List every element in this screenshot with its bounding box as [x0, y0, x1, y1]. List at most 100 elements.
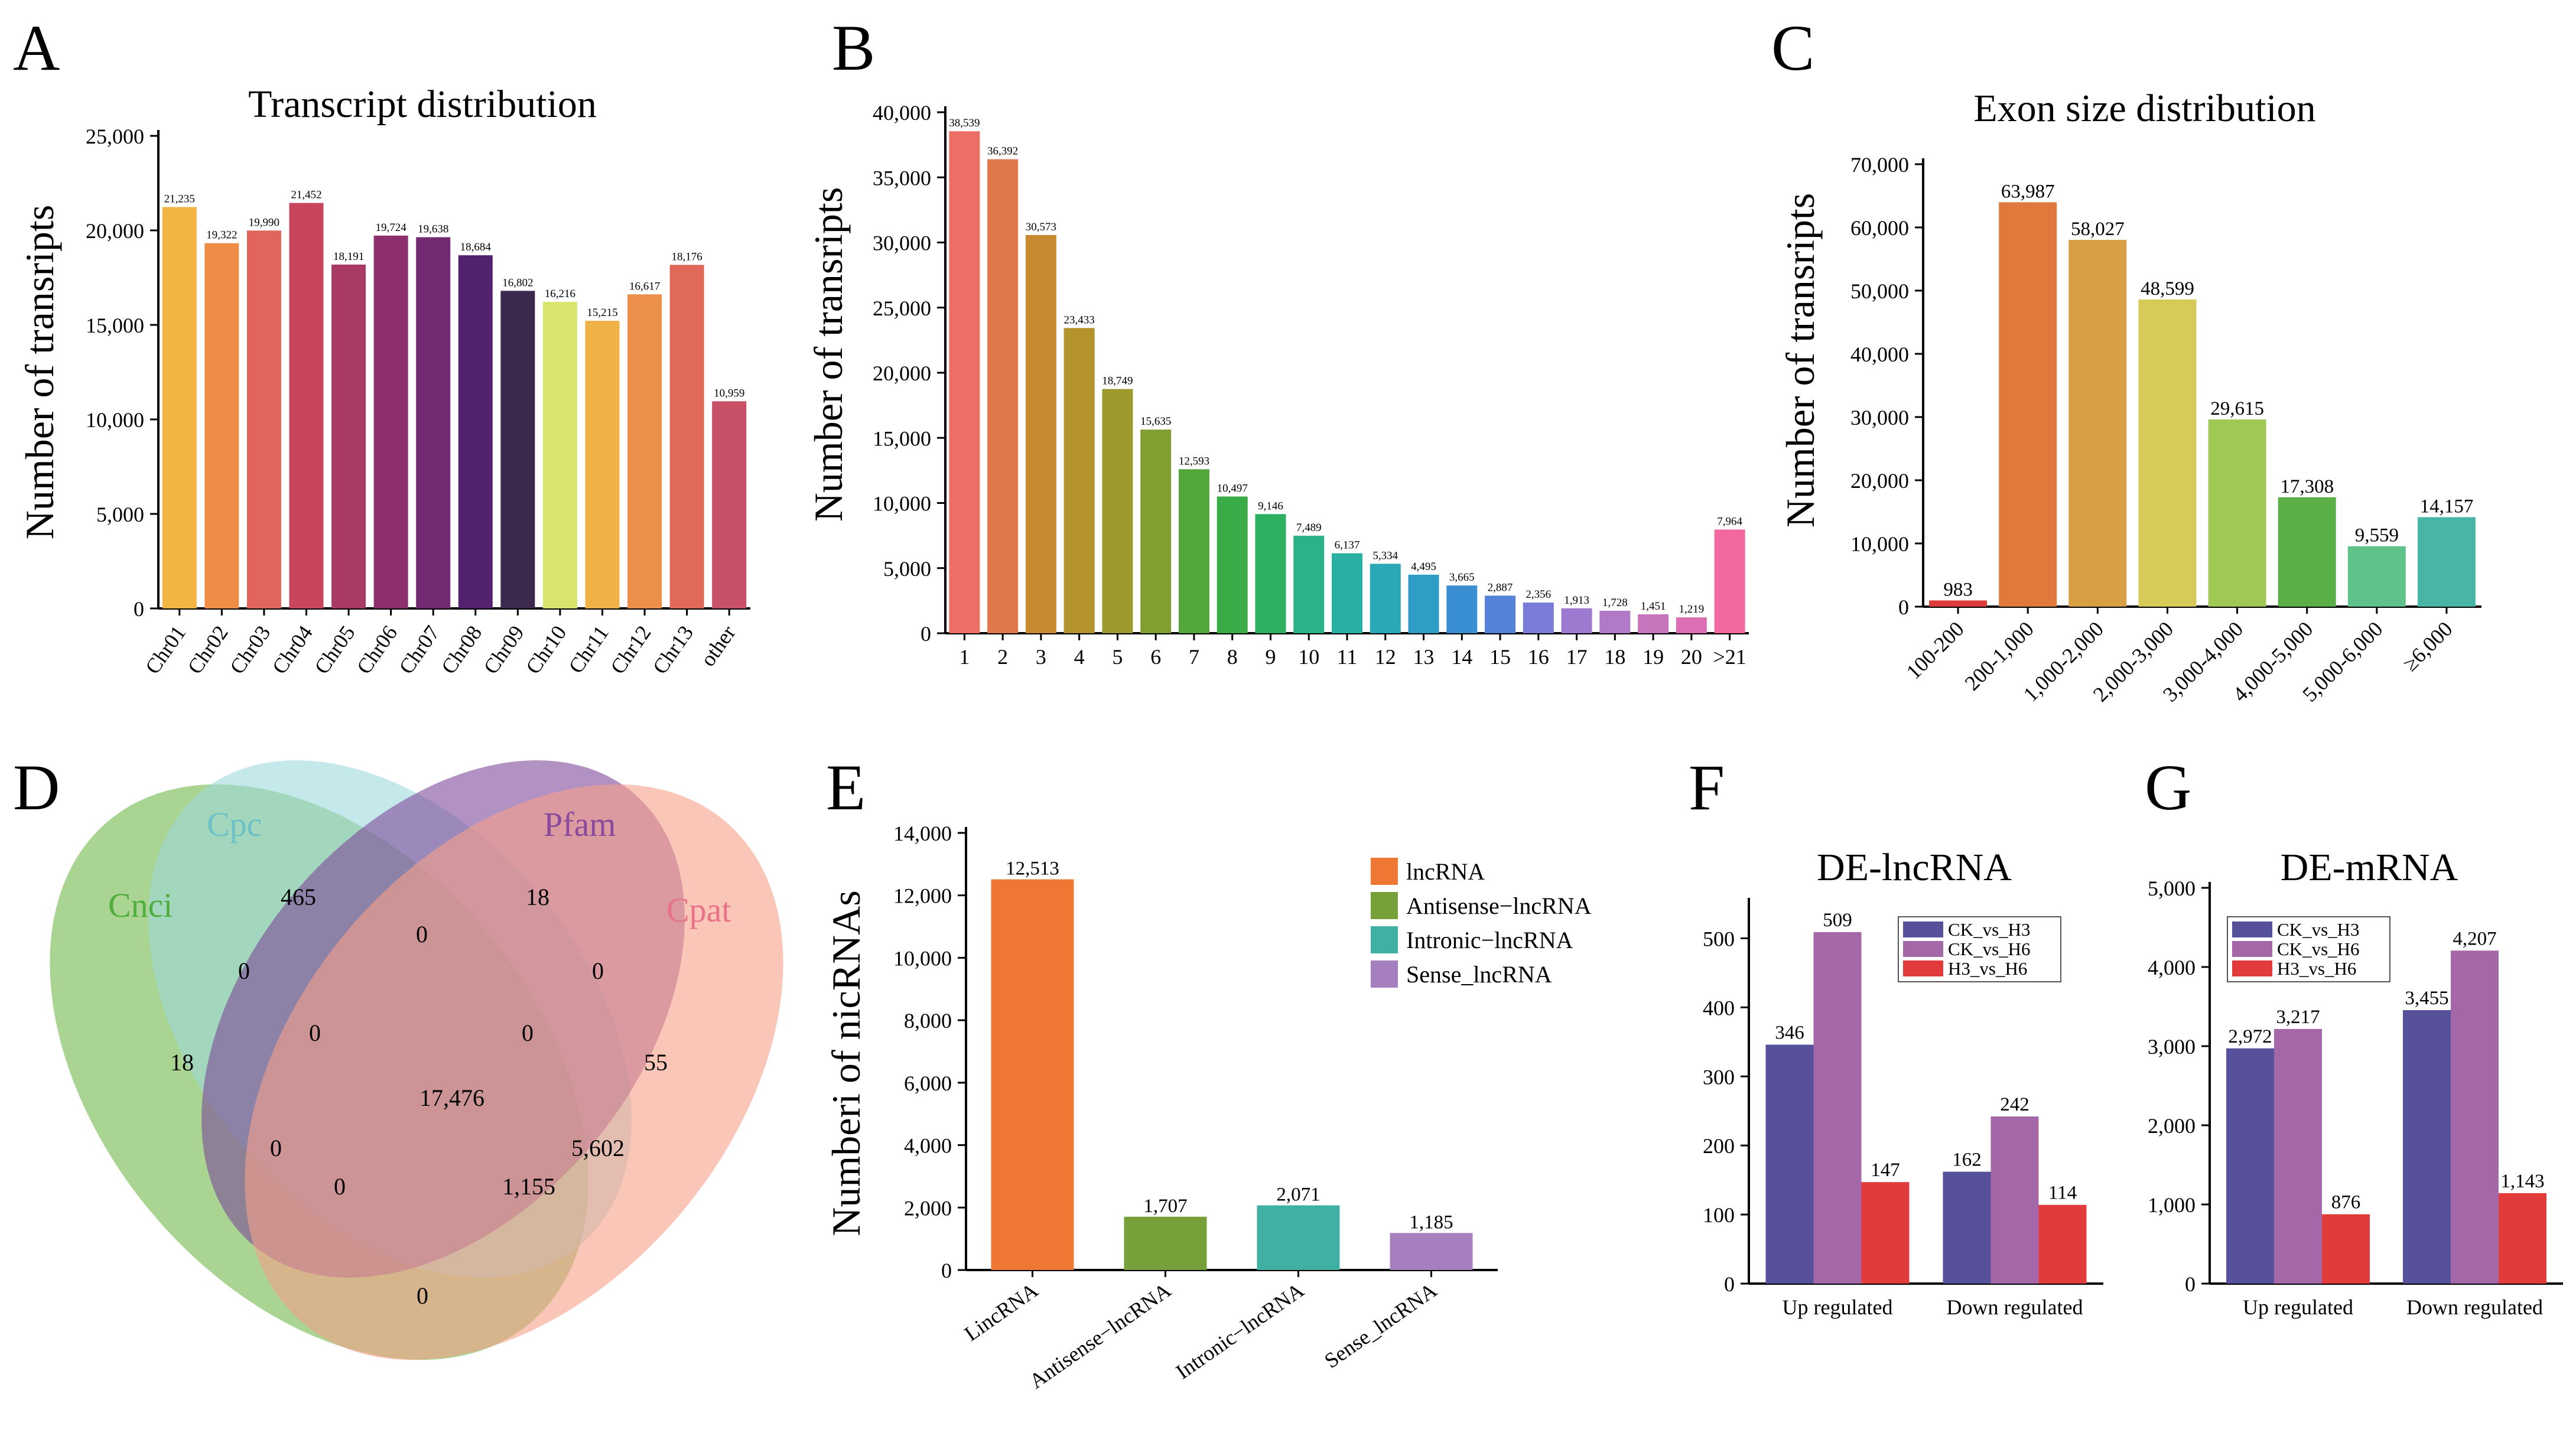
y-tick-label: 12,000 [893, 884, 952, 908]
venn-count: 0 [309, 1020, 321, 1046]
x-tick-label: 19 [1642, 645, 1664, 669]
venn-label-pfam: Pfam [544, 805, 616, 844]
data-label: 12,593 [1179, 455, 1209, 467]
data-label: 3,455 [2405, 988, 2448, 1009]
y-tick-label: 0 [921, 622, 931, 646]
bar [2322, 1214, 2370, 1284]
legend-swatch [1371, 960, 1398, 988]
y-tick-label: 3,000 [2148, 1035, 2196, 1059]
x-tick-label: Down regulated [1947, 1295, 2083, 1319]
panel-letter-c: C [1771, 12, 1814, 84]
data-label: 5,334 [1372, 549, 1398, 562]
bar [2499, 1193, 2546, 1284]
bar [290, 203, 324, 608]
bar [1257, 1206, 1340, 1270]
bar [712, 401, 746, 608]
x-tick-label: 6 [1150, 645, 1161, 669]
bar [1715, 529, 1745, 633]
bar [2278, 497, 2336, 607]
bar [2138, 299, 2196, 607]
data-label: 9,559 [2355, 525, 2399, 546]
data-label: 18,684 [460, 241, 492, 253]
y-tick-label: 4,000 [904, 1134, 952, 1158]
bar [1991, 1116, 2039, 1284]
x-tick-label: 18 [1604, 645, 1625, 669]
y-tick-label: 14,000 [893, 822, 952, 845]
x-tick-label: 3 [1036, 645, 1046, 669]
bar [247, 230, 281, 608]
bar [1140, 429, 1171, 633]
y-tick-label: 60,000 [1850, 216, 1909, 240]
x-tick-label: 14 [1451, 645, 1472, 669]
data-label: 18,176 [672, 250, 702, 263]
bar [1562, 608, 1592, 633]
data-label: 242 [2000, 1094, 2029, 1115]
data-label: 38,539 [949, 117, 980, 129]
data-label: 30,573 [1026, 221, 1056, 233]
data-label: 16,802 [502, 276, 533, 289]
venn-count: 0 [334, 1173, 346, 1200]
bar [1676, 617, 1707, 633]
x-tick-label: Chr06 [352, 621, 402, 679]
bar [2068, 240, 2126, 607]
chart-b-transcript-exon-count: 0 5,000 10,000 15,000 20,000 25,000 30,000 35,0… [806, 101, 1749, 669]
bar [1862, 1182, 1910, 1284]
y-tick-label: 8,000 [904, 1009, 952, 1033]
x-tick-label: Sense_lncRNA [1320, 1278, 1441, 1373]
data-label: 2,071 [1276, 1184, 1320, 1206]
chart-title: DE-mRNA [2281, 846, 2458, 889]
data-label: 162 [1952, 1150, 1982, 1171]
legend-swatch [1371, 926, 1398, 953]
y-tick-label: 50,000 [1850, 279, 1909, 303]
venn-count: 0 [238, 958, 250, 984]
bar [1446, 585, 1477, 633]
x-tick-label: 5 [1112, 645, 1123, 669]
bar [1638, 614, 1668, 633]
bar [987, 159, 1018, 633]
bar [1766, 1044, 1814, 1284]
data-label: 10,497 [1217, 483, 1248, 495]
x-tick-label: 17 [1566, 645, 1588, 669]
figure-canvas: A B C D E F G 05,00010,00015,00020,00025… [0, 0, 2576, 1449]
y-tick-label: 5,000 [2148, 877, 2196, 900]
legend-swatch [1371, 892, 1398, 919]
data-label: 1,219 [1679, 603, 1704, 616]
data-label: 6,137 [1335, 539, 1360, 552]
x-tick-label: 11 [1337, 645, 1358, 669]
venn-diagram: Cnci Cpc Pfam Cpat 465 18 18 55 0 0 0 0 … [0, 667, 892, 1449]
x-tick-label: Chr10 [521, 621, 571, 679]
x-tick-label: 2 [997, 645, 1008, 669]
y-tick-label: 5,000 [96, 503, 144, 526]
x-tick-label: 10 [1298, 645, 1319, 669]
x-tick-label: 100-200 [1902, 617, 1969, 683]
y-tick-label: 0 [1898, 595, 1909, 619]
data-label: 7,964 [1717, 515, 1742, 527]
y-tick-label: 6,000 [904, 1072, 952, 1095]
data-label: 1,707 [1143, 1196, 1187, 1217]
y-tick-label: 400 [1703, 996, 1735, 1020]
y-tick-label: 30,000 [873, 232, 931, 255]
data-label: 58,027 [2071, 219, 2125, 240]
venn-count: 0 [592, 958, 604, 984]
bar [2403, 1010, 2451, 1284]
bar [162, 207, 197, 608]
legend-label: CK_vs_H3 [1948, 919, 2031, 940]
bar [991, 880, 1074, 1270]
y-axis-label: Number of transripts [1778, 193, 1823, 528]
bar [1064, 328, 1095, 633]
bar [1102, 389, 1133, 633]
legend-swatch [1903, 941, 1943, 957]
data-label: 346 [1775, 1022, 1804, 1043]
venn-count: 1,155 [502, 1173, 555, 1200]
y-axis-label: Number of transripts [806, 187, 851, 522]
bar [374, 236, 408, 608]
x-tick-label: 15 [1489, 645, 1511, 669]
venn-count: 0 [416, 921, 428, 947]
data-label: 19,638 [418, 223, 448, 236]
y-tick-label: 15,000 [873, 426, 931, 450]
data-label: 12,513 [1006, 858, 1059, 880]
bar [204, 243, 239, 608]
bar [458, 255, 493, 608]
bar [1814, 932, 1862, 1284]
